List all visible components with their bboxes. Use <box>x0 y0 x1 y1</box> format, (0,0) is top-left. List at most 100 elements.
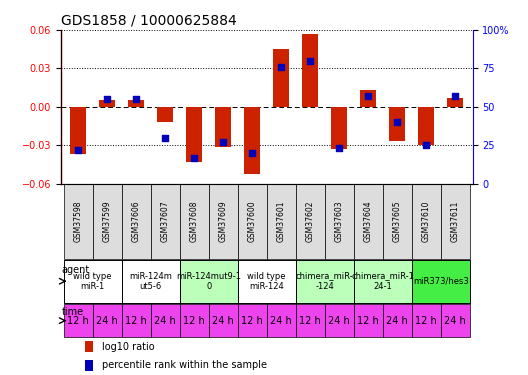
Text: wild type
miR-124: wild type miR-124 <box>248 272 286 291</box>
Point <box>190 154 199 160</box>
Bar <box>209 304 238 337</box>
Bar <box>412 184 441 259</box>
Bar <box>354 304 383 337</box>
Bar <box>441 304 470 337</box>
Text: chimera_miR-1
24-1: chimera_miR-1 24-1 <box>351 272 414 291</box>
Bar <box>296 260 354 303</box>
Point <box>451 93 459 99</box>
Point <box>364 93 372 99</box>
Text: GSM37601: GSM37601 <box>277 201 286 242</box>
Text: time: time <box>61 307 83 317</box>
Text: GSM37607: GSM37607 <box>161 200 169 242</box>
Bar <box>441 184 470 259</box>
Bar <box>354 260 412 303</box>
Bar <box>150 304 180 337</box>
Bar <box>412 260 470 303</box>
Bar <box>389 107 405 141</box>
Bar <box>180 184 209 259</box>
Point <box>161 135 169 141</box>
Point <box>393 119 401 125</box>
Bar <box>180 304 209 337</box>
Bar <box>63 260 121 303</box>
Text: 24 h: 24 h <box>154 316 176 326</box>
Text: 12 h: 12 h <box>183 316 205 326</box>
Bar <box>296 184 325 259</box>
Point <box>277 64 285 70</box>
Text: GSM37608: GSM37608 <box>190 201 199 242</box>
Text: miR-124m
ut5-6: miR-124m ut5-6 <box>129 272 172 291</box>
Bar <box>325 304 354 337</box>
Bar <box>360 90 376 107</box>
Bar <box>86 341 93 352</box>
Bar <box>383 304 412 337</box>
Bar <box>267 184 296 259</box>
Bar <box>325 184 354 259</box>
Text: 12 h: 12 h <box>125 316 147 326</box>
Bar <box>99 100 115 107</box>
Text: GSM37598: GSM37598 <box>73 201 82 242</box>
Text: 24 h: 24 h <box>212 316 234 326</box>
Bar <box>238 304 267 337</box>
Bar <box>209 184 238 259</box>
Bar <box>157 107 173 122</box>
Bar <box>215 107 231 147</box>
Text: 12 h: 12 h <box>357 316 379 326</box>
Bar <box>383 184 412 259</box>
Text: 12 h: 12 h <box>241 316 263 326</box>
Bar <box>238 260 296 303</box>
Text: percentile rank within the sample: percentile rank within the sample <box>102 360 267 370</box>
Text: GSM37611: GSM37611 <box>451 201 460 242</box>
Text: 24 h: 24 h <box>386 316 408 326</box>
Text: log10 ratio: log10 ratio <box>102 342 155 351</box>
Point <box>219 139 228 145</box>
Text: GSM37599: GSM37599 <box>102 200 111 242</box>
Bar <box>186 107 202 162</box>
Bar <box>180 260 238 303</box>
Text: 12 h: 12 h <box>416 316 437 326</box>
Bar <box>331 107 347 149</box>
Point <box>132 96 140 102</box>
Point <box>74 147 82 153</box>
Text: GSM37609: GSM37609 <box>219 200 228 242</box>
Text: GSM37604: GSM37604 <box>364 200 373 242</box>
Bar <box>92 304 121 337</box>
Bar <box>447 98 463 107</box>
Text: miR-124mut9-1
0: miR-124mut9-1 0 <box>176 272 241 291</box>
Text: GSM37605: GSM37605 <box>393 200 402 242</box>
Bar <box>418 107 434 146</box>
Text: agent: agent <box>61 265 90 275</box>
Bar <box>354 184 383 259</box>
Bar <box>63 184 92 259</box>
Text: 24 h: 24 h <box>328 316 350 326</box>
Text: 12 h: 12 h <box>67 316 89 326</box>
Text: 24 h: 24 h <box>96 316 118 326</box>
Bar <box>150 184 180 259</box>
Bar <box>86 360 93 370</box>
Text: 24 h: 24 h <box>270 316 292 326</box>
Bar <box>412 304 441 337</box>
Text: chimera_miR-
-124: chimera_miR- -124 <box>296 272 353 291</box>
Point <box>103 96 111 102</box>
Point <box>306 58 314 64</box>
Bar <box>121 304 150 337</box>
Bar <box>296 304 325 337</box>
Text: GSM37603: GSM37603 <box>335 200 344 242</box>
Bar <box>128 100 144 107</box>
Point <box>422 142 430 148</box>
Text: GSM37600: GSM37600 <box>248 200 257 242</box>
Bar <box>238 184 267 259</box>
Bar <box>273 49 289 107</box>
Bar <box>244 107 260 174</box>
Text: GDS1858 / 10000625884: GDS1858 / 10000625884 <box>61 13 237 27</box>
Bar <box>63 304 92 337</box>
Bar <box>267 304 296 337</box>
Bar <box>121 184 150 259</box>
Text: GSM37606: GSM37606 <box>131 200 140 242</box>
Text: wild type
miR-1: wild type miR-1 <box>73 272 112 291</box>
Bar <box>70 107 86 154</box>
Point <box>248 150 257 156</box>
Text: 12 h: 12 h <box>299 316 321 326</box>
Point <box>335 146 343 152</box>
Text: GSM37610: GSM37610 <box>422 201 431 242</box>
Bar <box>121 260 180 303</box>
